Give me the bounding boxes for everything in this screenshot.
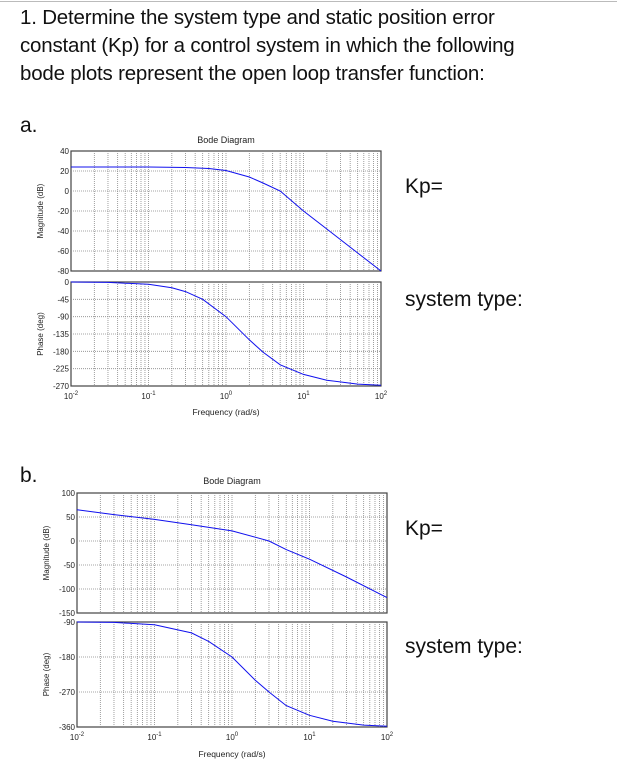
phase-curve — [76, 621, 388, 727]
question-line-2: constant (Kp) for a control system in wh… — [20, 34, 515, 57]
phase-axis-label: Phase (deg) — [42, 652, 51, 696]
y-tick-label: 0 — [65, 278, 70, 287]
y-tick-label: 20 — [60, 167, 69, 176]
chart-title: Bode Diagram — [197, 135, 255, 145]
y-tick-label: -90 — [63, 618, 75, 627]
x-tick-label: 101 — [297, 391, 310, 401]
magnitude-axis-label: Magnitude (dB) — [36, 183, 45, 238]
magnitude-panel: 100 50 0 -50 -100 -150 Magnitude (dB) — [42, 489, 388, 618]
x-tick-label: 102 — [375, 391, 388, 401]
magnitude-panel: 40 20 0 -20 -40 -60 -80 Magnitude (dB) — [36, 147, 382, 276]
part-a-kp-label: Kp= — [405, 175, 443, 198]
x-tick-label: 10-2 — [70, 732, 85, 742]
y-tick-label: -270 — [59, 688, 76, 697]
y-tick-label: 40 — [60, 147, 69, 156]
x-axis-label: Frequency (rad/s) — [192, 407, 259, 417]
chart-title: Bode Diagram — [203, 476, 261, 486]
y-tick-label: -100 — [59, 585, 76, 594]
y-tick-label: 0 — [71, 537, 76, 546]
y-tick-label: -45 — [57, 295, 69, 304]
x-tick-label: 102 — [381, 732, 394, 742]
magnitude-curve — [76, 509, 388, 599]
y-tick-label: -20 — [57, 207, 69, 216]
x-tick-label: 10-2 — [64, 391, 79, 401]
phase-curve — [70, 281, 382, 386]
bode-diagram-b: Bode Diagram 100 50 0 -50 -100 -150 Magnitude (… — [42, 476, 394, 759]
y-tick-label: -50 — [63, 561, 75, 570]
y-tick-label: -135 — [53, 330, 70, 339]
y-tick-label: -225 — [53, 365, 70, 374]
part-b-kp-label: Kp= — [405, 517, 443, 540]
y-tick-label: -80 — [57, 267, 69, 276]
part-b-label: b. — [20, 464, 38, 487]
magnitude-curve — [71, 166, 382, 272]
question-line-3: bode plots represent the open loop trans… — [20, 62, 485, 85]
x-tick-label: 100 — [220, 391, 233, 401]
magnitude-axis-label: Magnitude (dB) — [42, 525, 51, 580]
bode-diagram-a: Bode Diagram 40 20 0 -20 -40 -60 -80 Magnitude (… — [36, 135, 388, 417]
y-tick-label: -60 — [57, 247, 69, 256]
y-tick-label: -40 — [57, 227, 69, 236]
y-tick-label: 50 — [66, 513, 75, 522]
y-tick-label: 0 — [65, 187, 70, 196]
x-axis-label: Frequency (rad/s) — [198, 749, 265, 759]
y-tick-label: -90 — [57, 313, 69, 322]
phase-axis-label: Phase (deg) — [36, 312, 45, 356]
x-tick-label: 10-1 — [141, 391, 156, 401]
phase-panel: 0 -45 -90 -135 -180 -225 -270 Phase (deg) — [36, 278, 382, 391]
x-tick-label: 100 — [226, 732, 239, 742]
y-tick-label: -180 — [53, 347, 70, 356]
x-tick-label: 101 — [303, 732, 316, 742]
phase-panel: -90 -180 -270 -360 Phase (deg) — [42, 618, 388, 732]
y-tick-label: -360 — [59, 723, 76, 732]
x-tick-label: 10-1 — [147, 732, 162, 742]
y-tick-label: -180 — [59, 653, 76, 662]
page-top-border — [0, 1, 617, 2]
part-a-system-type-label: system type: — [405, 288, 523, 311]
part-a-label: a. — [20, 114, 38, 137]
y-tick-label: -270 — [53, 382, 70, 391]
question-line-1: 1. Determine the system type and static … — [20, 6, 495, 29]
part-b-system-type-label: system type: — [405, 635, 523, 658]
y-tick-label: -150 — [59, 609, 76, 618]
y-tick-label: 100 — [62, 489, 76, 498]
